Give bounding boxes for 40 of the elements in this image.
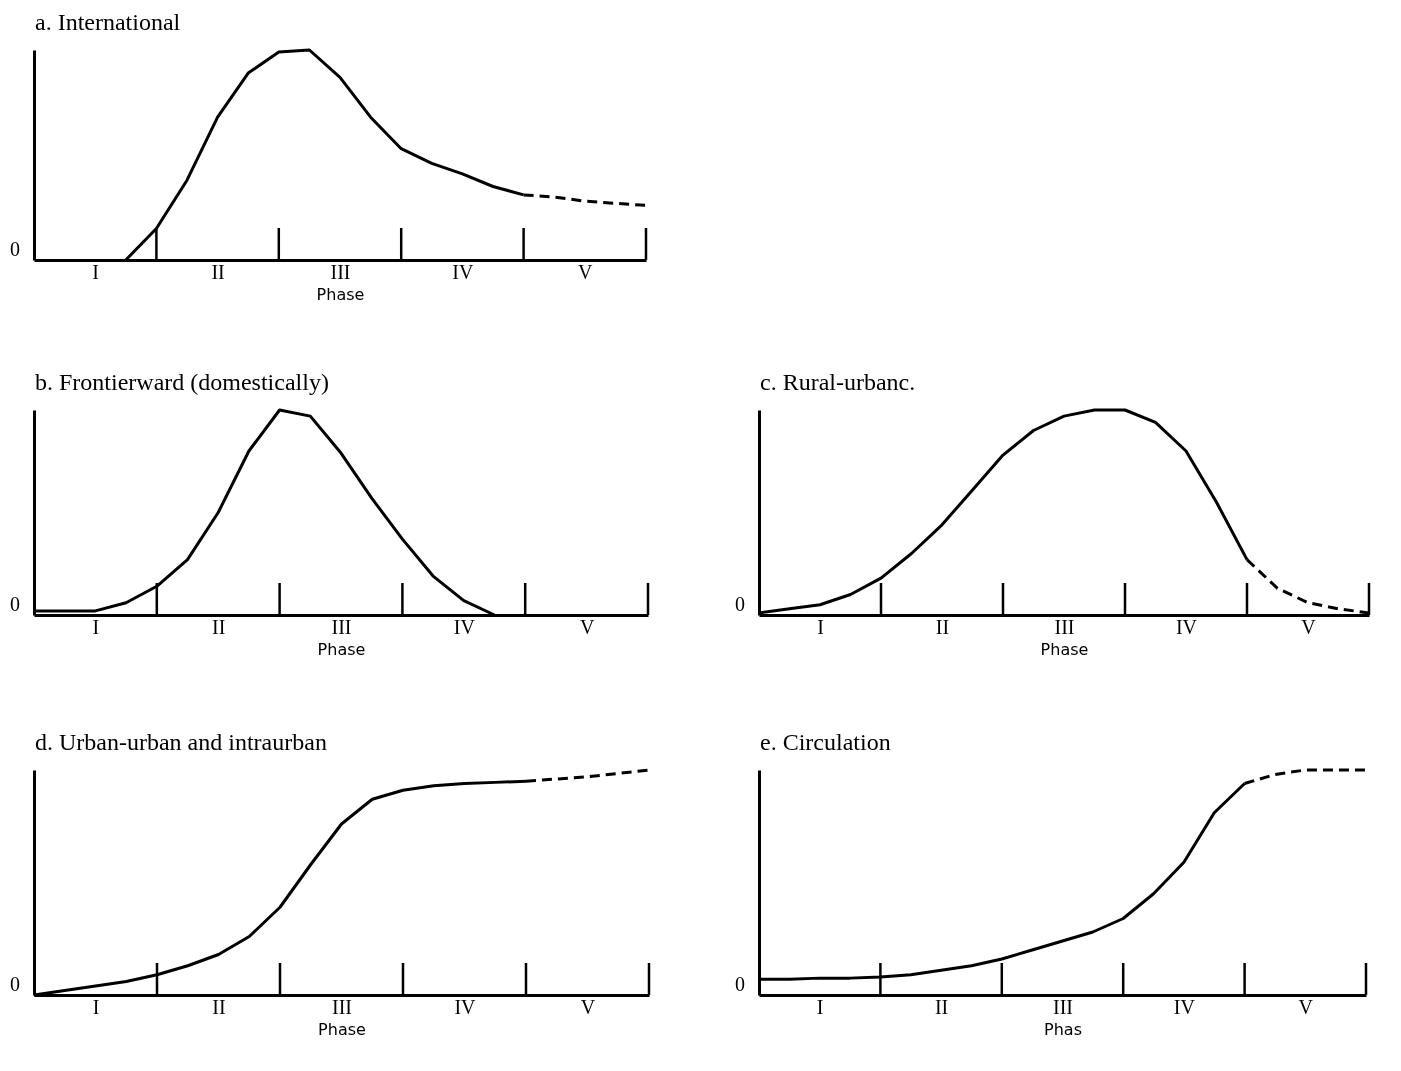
text: 0 — [10, 593, 20, 615]
x-tick-label: IV — [454, 995, 477, 1018]
x-axis-title: Phase — [317, 639, 366, 659]
chart-title: d. Urban-urban and intraurban — [35, 728, 327, 755]
chart-title: c. Rural-urbanc. — [760, 368, 916, 395]
x-axis-title: Phase — [318, 1019, 366, 1039]
x-axis-title: Phase — [1040, 639, 1089, 659]
text: 0 — [10, 973, 20, 995]
x-tick-label: I — [92, 260, 100, 283]
x-tick-label: II — [212, 615, 226, 638]
chart-title: e. Circulation — [760, 728, 891, 755]
x-tick-label: III — [331, 615, 352, 638]
x-tick-label: I — [816, 995, 824, 1018]
x-tick-label: V — [580, 995, 596, 1018]
text: 0 — [735, 973, 745, 995]
x-tick-label: V — [1301, 615, 1317, 638]
x-tick-label: I — [92, 615, 100, 638]
x-tick-label: III — [332, 995, 352, 1018]
x-tick-label: II — [212, 995, 226, 1018]
x-tick-label: I — [92, 995, 100, 1018]
x-tick-label: III — [1053, 995, 1073, 1018]
x-tick-label: IV — [452, 260, 475, 283]
x-tick-label: IV — [453, 615, 476, 638]
chart-title: a. International — [35, 8, 181, 35]
x-tick-label: V — [1298, 995, 1314, 1018]
chart-title: b. Frontierward (domestically) — [35, 368, 329, 395]
x-tick-label: IV — [1173, 995, 1196, 1018]
x-axis-title: Phas — [1044, 1019, 1082, 1039]
x-axis-title: Phase — [316, 284, 365, 304]
x-tick-label: III — [330, 260, 351, 283]
text: 0 — [10, 238, 20, 260]
text: 0 — [735, 593, 745, 615]
x-tick-label: V — [579, 615, 595, 638]
x-tick-label: II — [211, 260, 225, 283]
x-tick-label: V — [578, 260, 594, 283]
x-tick-label: III — [1054, 615, 1075, 638]
x-tick-label: II — [934, 995, 949, 1018]
x-tick-label: I — [817, 615, 824, 638]
x-tick-label: IV — [1175, 615, 1198, 638]
x-tick-label: II — [935, 615, 950, 638]
